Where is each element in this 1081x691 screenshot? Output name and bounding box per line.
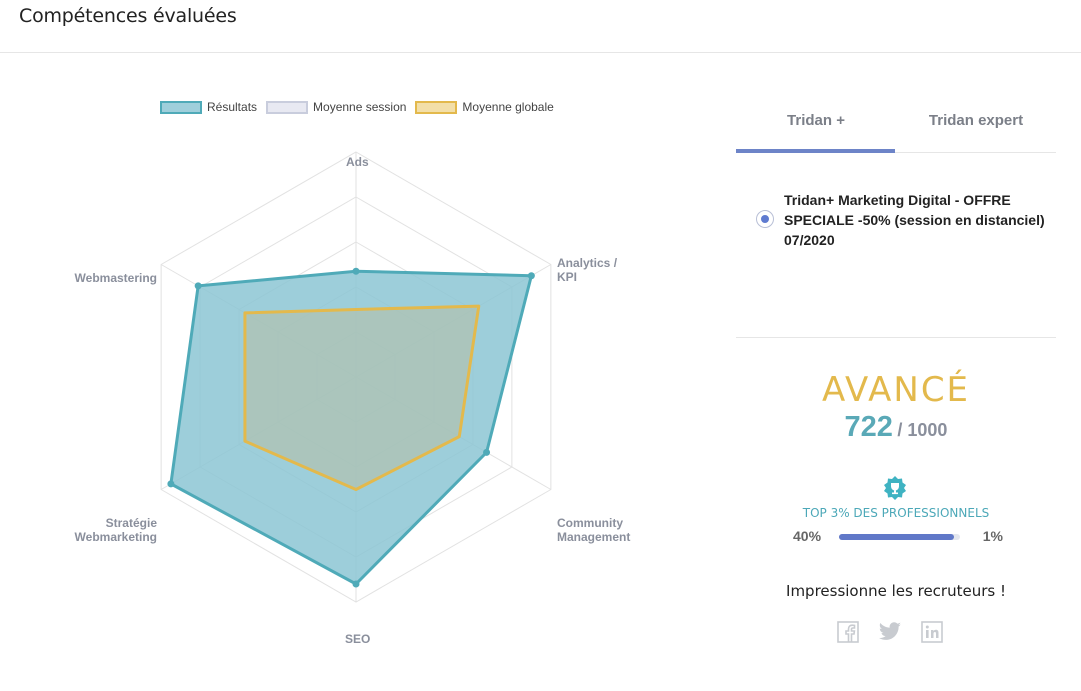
tabs: Tridan + Tridan expert <box>736 98 1056 153</box>
social-share <box>836 620 962 644</box>
percentile-fill <box>839 534 954 540</box>
axis-label-analytics: Analytics / KPI <box>557 256 618 284</box>
session-radio[interactable] <box>756 210 774 228</box>
facebook-icon[interactable] <box>836 620 860 644</box>
legend-swatch <box>160 100 202 114</box>
radar-chart: Résultats Moyenne session Moyenne global… <box>0 54 720 691</box>
axis-label-community: Community Management <box>557 516 631 544</box>
legend-swatch <box>415 100 458 114</box>
legend-label: Résultats <box>207 100 258 114</box>
radar-svg <box>160 151 552 603</box>
legend-label: Moyenne globale <box>462 100 554 114</box>
data-point <box>483 448 491 456</box>
session-label: Tridan+ Marketing Digital - OFFRE SPECIA… <box>784 192 1045 248</box>
series-area <box>243 304 481 491</box>
session-option[interactable]: Tridan+ Marketing Digital - OFFRE SPECIA… <box>756 190 1046 250</box>
data-point <box>527 272 535 280</box>
data-point <box>352 267 360 275</box>
data-point <box>352 580 360 588</box>
data-point <box>167 480 175 488</box>
percentile-left: 40% <box>793 528 822 544</box>
score: 722 / 1000 <box>736 411 1056 444</box>
divider <box>736 337 1056 338</box>
legend-item-moyenne-session[interactable]: Moyenne session <box>266 100 406 114</box>
score-value: 722 <box>844 411 893 443</box>
trophy-badge-icon <box>882 475 908 506</box>
percentile-bar: 40% 1% <box>793 528 1003 546</box>
percentile-right: 1% <box>982 528 1003 544</box>
axis-label-webmastering: Webmastering <box>74 271 157 285</box>
legend-item-resultats[interactable]: Résultats <box>160 100 257 114</box>
linkedin-icon[interactable] <box>920 620 944 644</box>
axis-label-ads: Ads <box>346 155 369 169</box>
twitter-icon[interactable] <box>878 620 902 644</box>
axis-label-strategie: Stratégie Webmarketing <box>74 516 157 544</box>
level-label: AVANCÉ <box>821 370 971 410</box>
page-title: Compétences évaluées <box>19 5 237 27</box>
axis-label-seo: SEO <box>345 632 371 646</box>
data-point <box>194 282 202 290</box>
top-percentile-label: TOP 3% DES PROFESSIONNELS <box>802 506 990 520</box>
tab-tridan-expert[interactable]: Tridan expert <box>928 112 1024 129</box>
score-max: / 1000 <box>897 420 948 440</box>
chart-legend: Résultats Moyenne session Moyenne global… <box>160 100 563 114</box>
legend-swatch <box>266 100 309 114</box>
results-panel: Tridan + Tridan expert Tridan+ Marketing… <box>736 54 1056 691</box>
legend-item-moyenne-globale[interactable]: Moyenne globale <box>415 100 554 114</box>
tab-tridan-plus[interactable]: Tridan + <box>736 98 896 153</box>
share-label: Impressionne les recruteurs ! <box>786 582 1006 600</box>
percentile-track <box>839 534 960 540</box>
page-header: Compétences évaluées <box>0 0 1081 53</box>
legend-label: Moyenne session <box>313 100 407 114</box>
